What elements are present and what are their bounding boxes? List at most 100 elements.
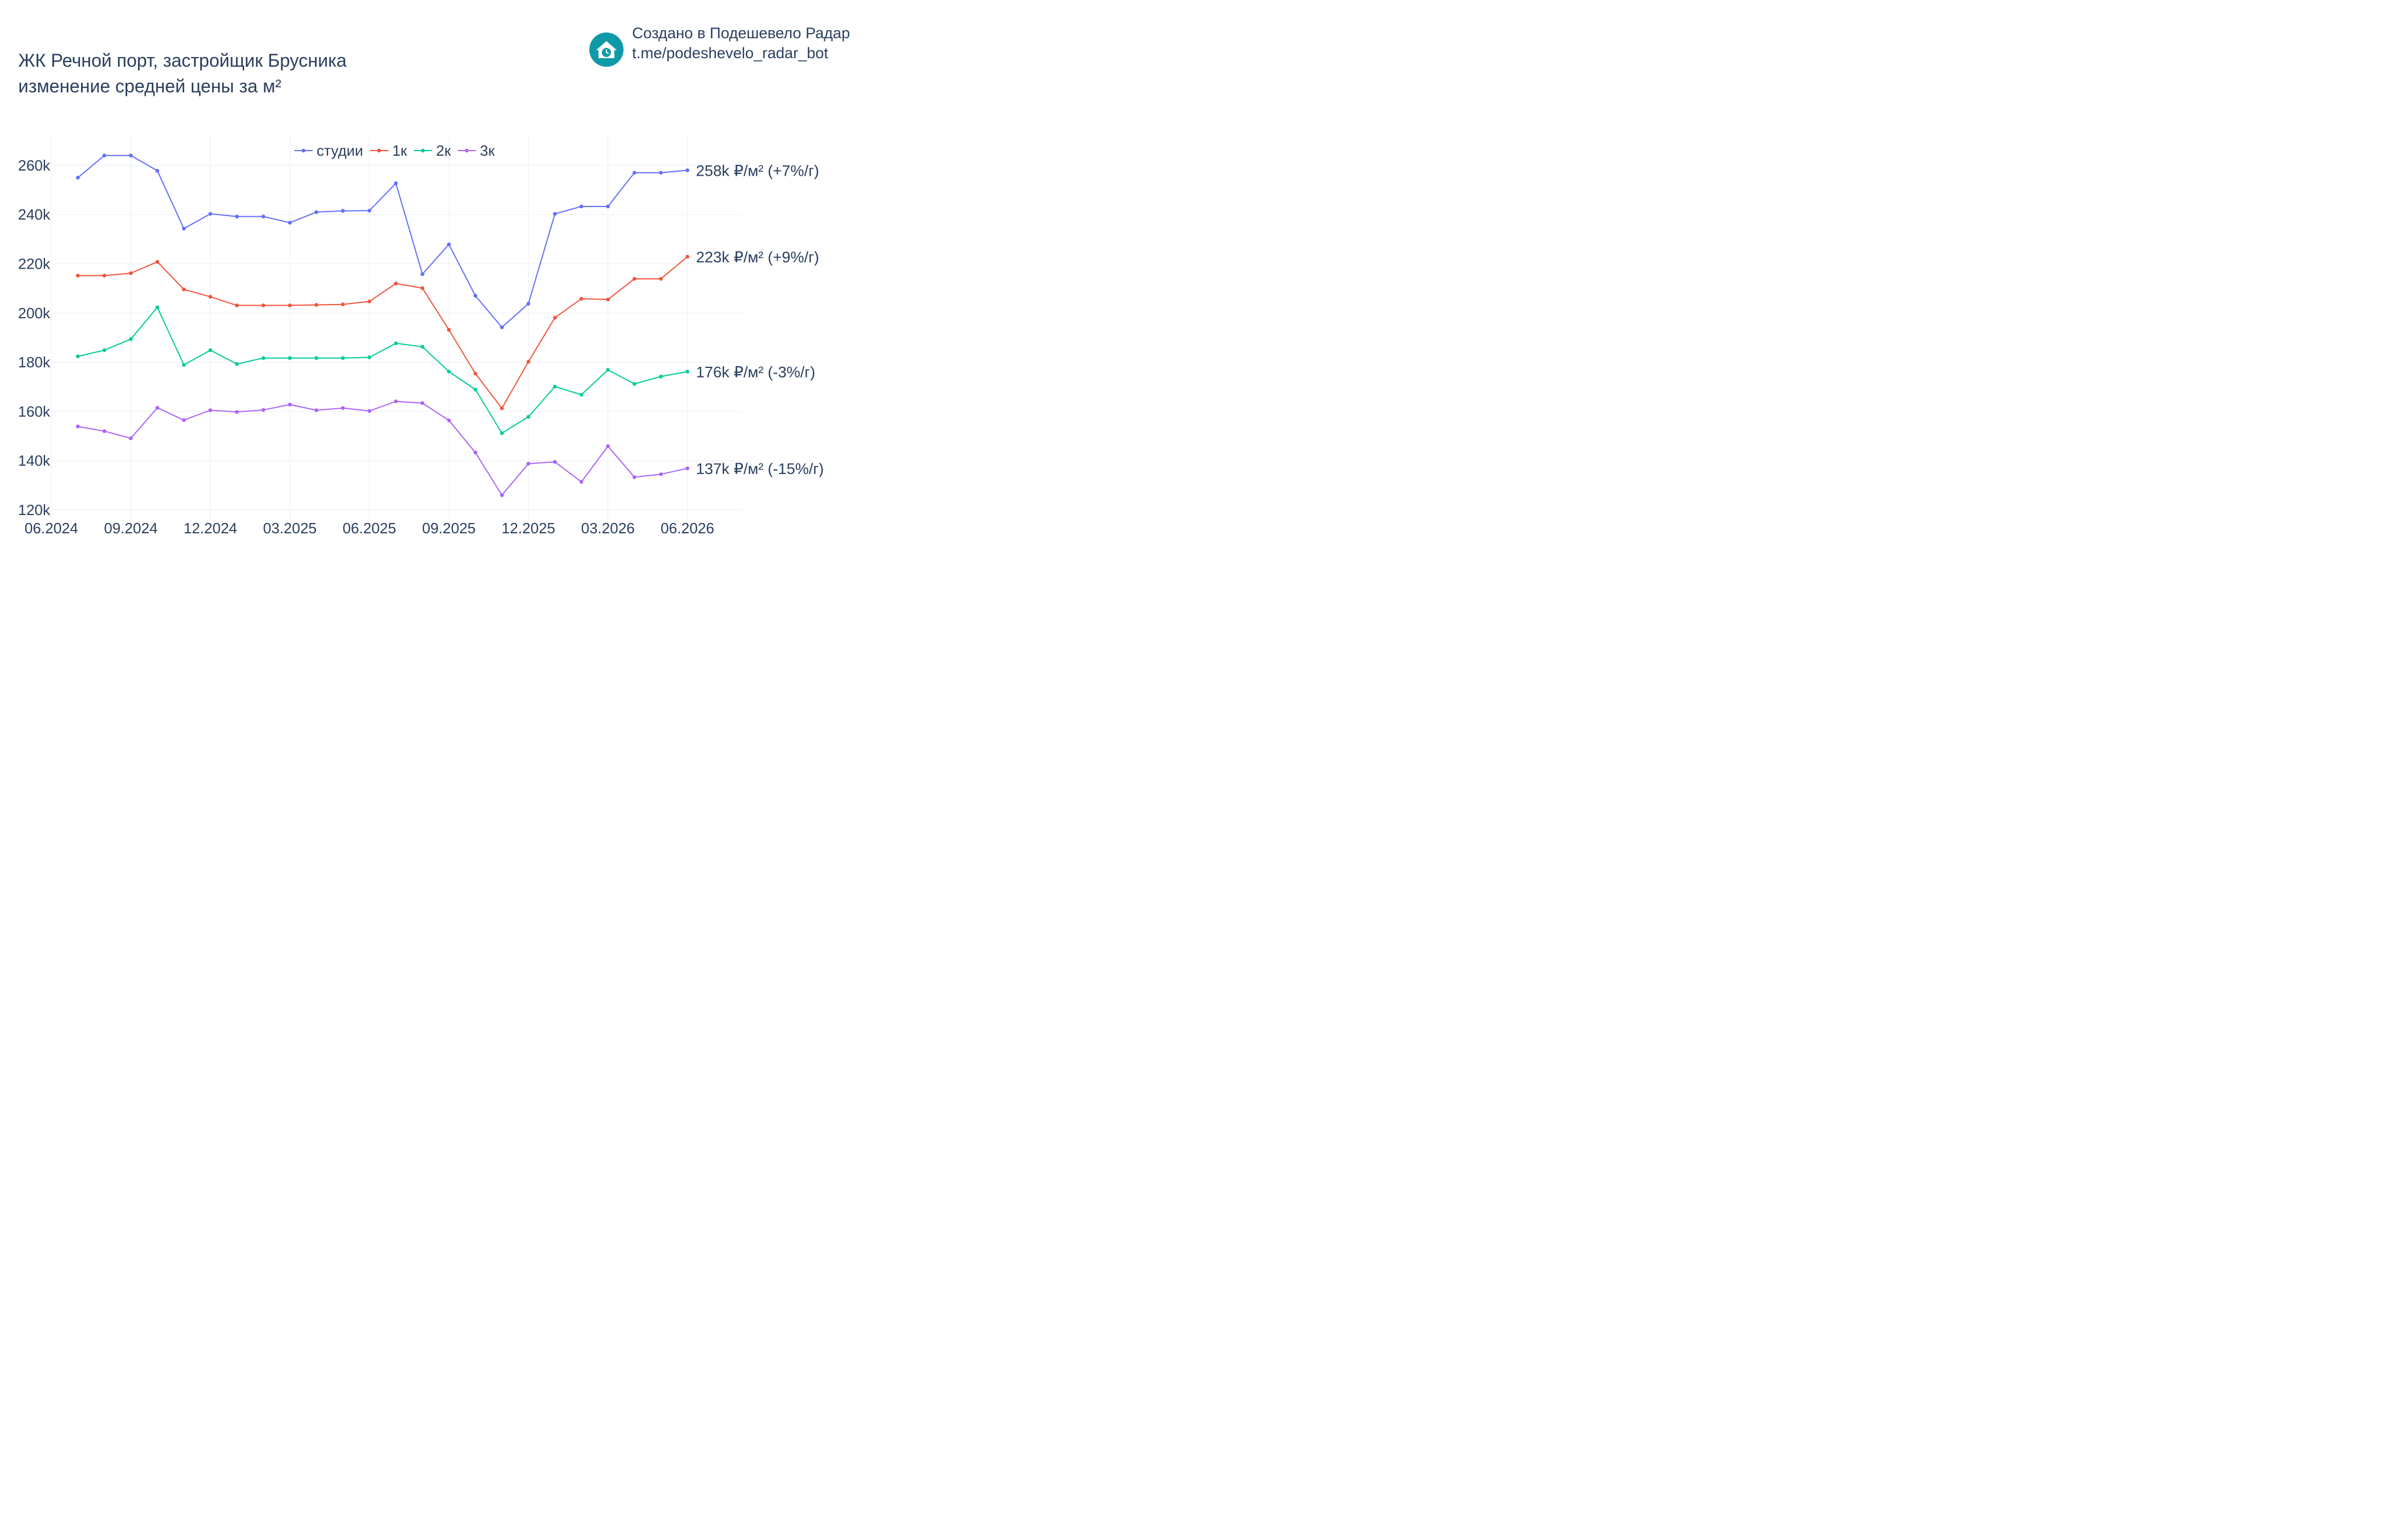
data-point[interactable] (685, 168, 690, 172)
data-point[interactable] (129, 271, 133, 275)
data-point[interactable] (420, 286, 424, 290)
data-point[interactable] (632, 171, 637, 175)
brand-link[interactable]: t.me/podeshevelo_radar_bot (632, 44, 828, 62)
data-point[interactable] (102, 273, 107, 278)
data-point[interactable] (553, 315, 557, 320)
data-point[interactable] (341, 209, 345, 213)
data-point[interactable] (261, 214, 265, 218)
data-point[interactable] (208, 408, 213, 412)
data-point[interactable] (181, 418, 186, 422)
legend-item-2[interactable]: 2к (414, 142, 451, 159)
data-point[interactable] (526, 415, 531, 419)
data-point[interactable] (500, 431, 504, 435)
data-point[interactable] (314, 303, 318, 307)
data-point[interactable] (234, 303, 239, 307)
data-point[interactable] (234, 214, 239, 218)
data-point[interactable] (261, 356, 265, 360)
data-point[interactable] (632, 475, 637, 479)
data-point[interactable] (420, 272, 424, 276)
data-point[interactable] (234, 410, 239, 414)
data-point[interactable] (155, 406, 160, 410)
data-point[interactable] (314, 210, 318, 214)
data-point[interactable] (394, 281, 398, 286)
data-point[interactable] (181, 226, 186, 231)
data-point[interactable] (367, 409, 371, 413)
data-point[interactable] (234, 362, 239, 366)
data-point[interactable] (473, 451, 477, 455)
data-point[interactable] (181, 363, 186, 367)
data-point[interactable] (447, 327, 451, 332)
data-point[interactable] (102, 429, 107, 433)
data-point[interactable] (685, 466, 690, 471)
data-point[interactable] (76, 273, 80, 278)
data-point[interactable] (632, 277, 637, 281)
data-point[interactable] (447, 242, 451, 246)
data-point[interactable] (420, 401, 424, 406)
data-point[interactable] (155, 305, 160, 310)
data-point[interactable] (261, 408, 265, 412)
data-point[interactable] (526, 302, 531, 306)
data-point[interactable] (553, 460, 557, 464)
data-point[interactable] (473, 371, 477, 376)
data-point[interactable] (261, 303, 265, 307)
data-point[interactable] (288, 403, 292, 407)
data-point[interactable] (208, 295, 213, 299)
data-point[interactable] (447, 370, 451, 374)
data-point[interactable] (288, 221, 292, 225)
data-point[interactable] (579, 392, 584, 397)
data-point[interactable] (76, 354, 80, 359)
data-point[interactable] (526, 461, 531, 466)
data-point[interactable] (579, 480, 584, 484)
data-point[interactable] (208, 348, 213, 352)
data-point[interactable] (500, 493, 504, 497)
data-point[interactable] (394, 341, 398, 346)
data-point[interactable] (659, 472, 663, 476)
data-point[interactable] (394, 399, 398, 404)
data-point[interactable] (606, 368, 610, 372)
data-point[interactable] (76, 176, 80, 180)
data-point[interactable] (659, 277, 663, 281)
data-point[interactable] (129, 153, 133, 157)
data-point[interactable] (341, 302, 345, 306)
legend-item-1[interactable]: 1к (370, 142, 407, 159)
data-point[interactable] (155, 169, 160, 173)
data-point[interactable] (606, 204, 610, 209)
data-point[interactable] (367, 208, 371, 213)
data-point[interactable] (129, 436, 133, 440)
data-point[interactable] (553, 384, 557, 389)
data-point[interactable] (526, 359, 531, 364)
data-point[interactable] (447, 418, 451, 423)
data-point[interactable] (314, 408, 318, 412)
data-point[interactable] (367, 299, 371, 303)
data-point[interactable] (579, 204, 584, 209)
data-point[interactable] (420, 345, 424, 349)
data-point[interactable] (685, 370, 690, 374)
data-point[interactable] (208, 212, 213, 216)
legend-item-0[interactable]: студии (294, 142, 363, 159)
legend[interactable]: студии 1к 2к 3к (294, 142, 495, 159)
data-point[interactable] (76, 424, 80, 429)
data-point[interactable] (155, 260, 160, 264)
data-point[interactable] (473, 294, 477, 298)
data-point[interactable] (102, 348, 107, 352)
data-point[interactable] (659, 171, 663, 175)
data-point[interactable] (314, 356, 318, 360)
data-point[interactable] (341, 406, 345, 410)
data-point[interactable] (367, 355, 371, 359)
legend-item-3[interactable]: 3к (458, 142, 495, 159)
data-point[interactable] (606, 444, 610, 448)
data-point[interactable] (288, 303, 292, 307)
data-point[interactable] (394, 181, 398, 185)
data-point[interactable] (341, 356, 345, 360)
data-point[interactable] (632, 382, 637, 386)
data-point[interactable] (500, 325, 504, 330)
data-point[interactable] (659, 374, 663, 379)
data-point[interactable] (553, 212, 557, 216)
data-point[interactable] (473, 387, 477, 392)
data-point[interactable] (685, 254, 690, 259)
data-point[interactable] (579, 297, 584, 301)
data-point[interactable] (102, 153, 107, 157)
data-point[interactable] (181, 287, 186, 291)
data-point[interactable] (500, 406, 504, 411)
data-point[interactable] (606, 297, 610, 302)
